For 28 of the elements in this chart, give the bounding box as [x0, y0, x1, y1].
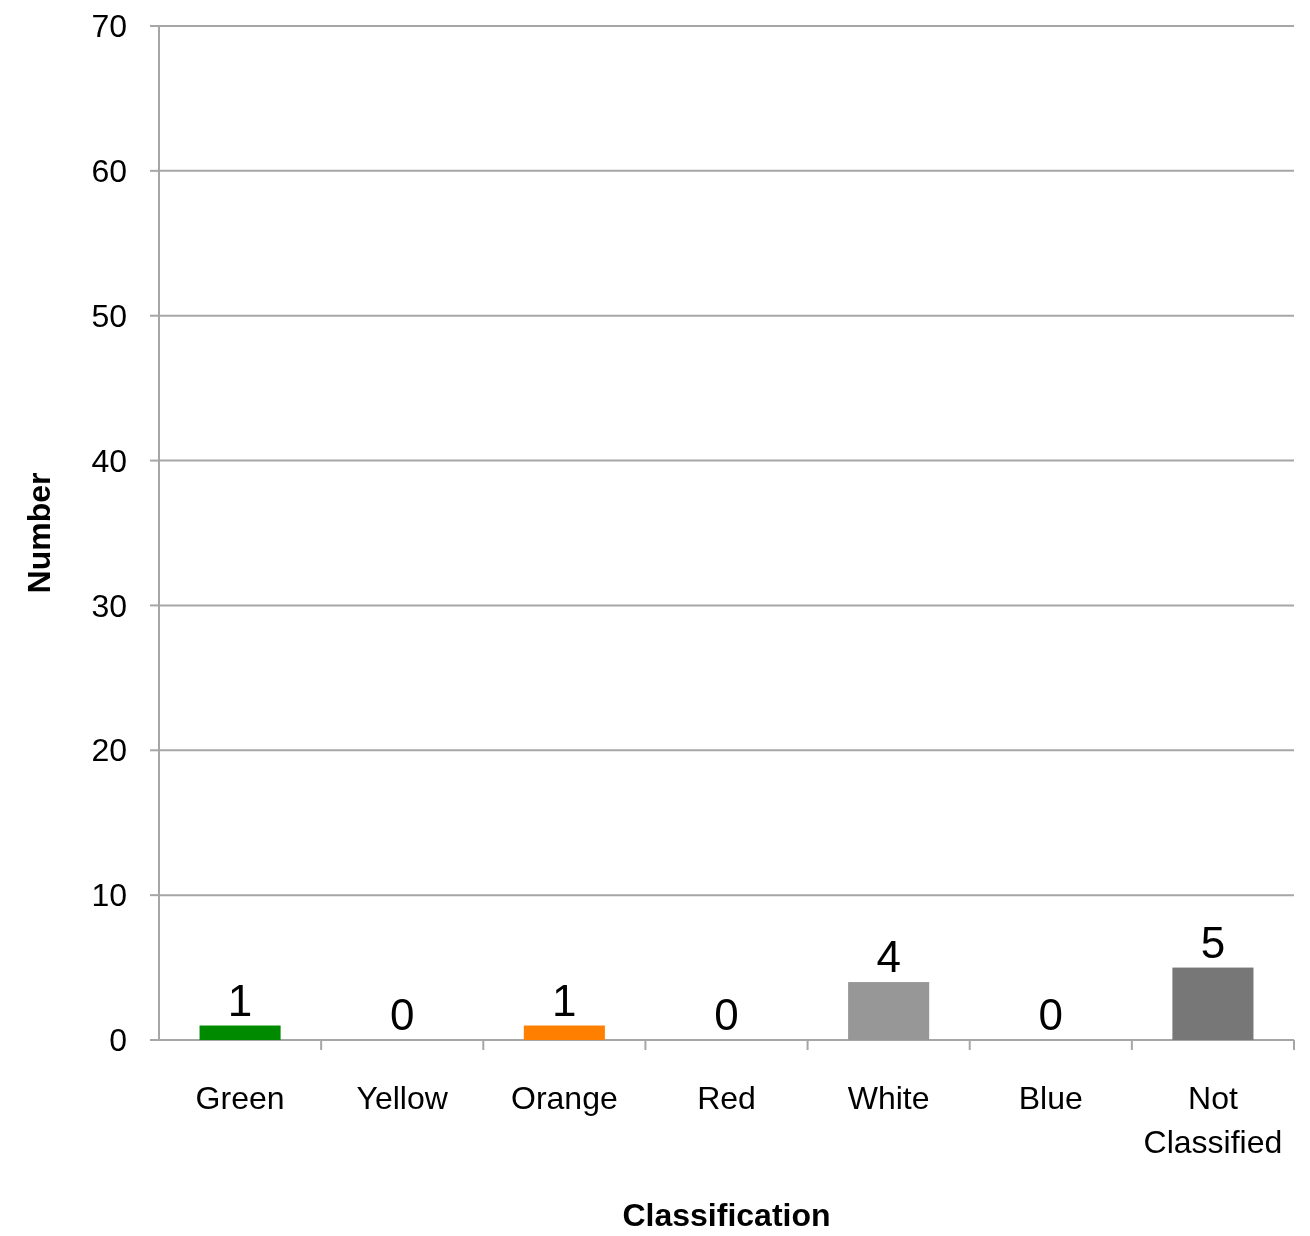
data-label: 0 — [389, 990, 415, 1039]
data-label: 5 — [1200, 917, 1226, 967]
x-tick-label: Not Classified — [1143, 1080, 1283, 1160]
x-tick-label: White — [847, 1080, 930, 1116]
y-tick-label: 30 — [91, 587, 127, 624]
bar — [523, 1025, 605, 1040]
x-tick-label: Orange — [510, 1080, 618, 1116]
bar — [199, 1025, 281, 1040]
data-label: 1 — [552, 975, 577, 1025]
data-label: 1 — [227, 975, 253, 1025]
x-tick-label: Red — [697, 1080, 756, 1116]
y-axis-title: Number — [21, 472, 57, 594]
bar — [1172, 967, 1254, 1040]
x-tick-label: Yellow — [356, 1080, 449, 1116]
y-tick-label: 20 — [91, 732, 127, 769]
data-label: 0 — [714, 990, 739, 1039]
bar — [848, 982, 930, 1040]
y-tick-label: 0 — [109, 1022, 127, 1059]
y-tick-label: 40 — [91, 442, 127, 479]
x-tick-label: Blue — [1018, 1080, 1083, 1116]
y-tick-label: 50 — [91, 297, 127, 334]
data-label: 0 — [1038, 990, 1064, 1039]
data-label: 4 — [876, 932, 901, 982]
x-tick-label: Green — [195, 1080, 285, 1116]
x-axis-title: Classification — [622, 1197, 831, 1233]
y-tick-label: 60 — [91, 153, 127, 190]
y-tick-label: 70 — [91, 8, 127, 45]
y-tick-label: 10 — [91, 877, 127, 914]
